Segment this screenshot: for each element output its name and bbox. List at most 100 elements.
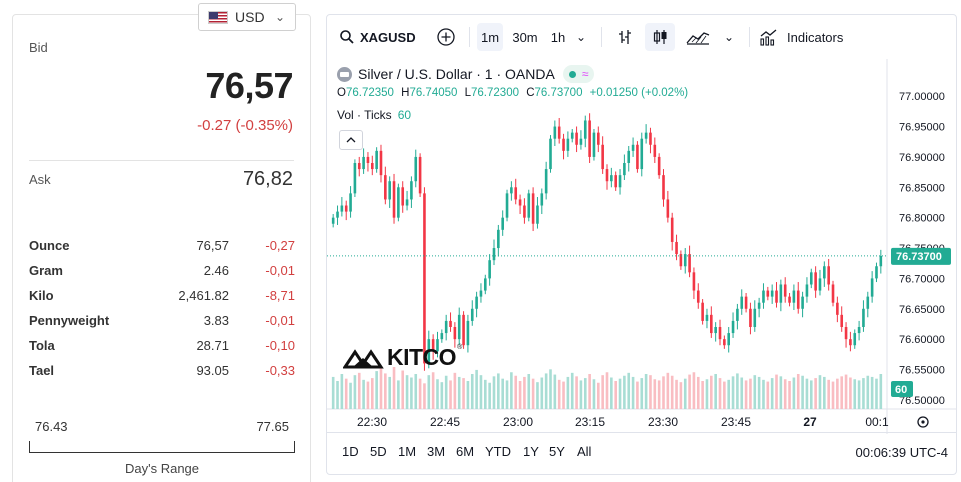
volume-bar: [527, 374, 531, 409]
bar-chart-type-button[interactable]: [611, 23, 639, 51]
range-1m[interactable]: 1M: [398, 444, 417, 459]
area-chart-type-button[interactable]: [683, 23, 713, 51]
interval-30m[interactable]: 30m: [512, 29, 538, 45]
candle-body: [627, 150, 631, 163]
candle-body: [836, 302, 839, 315]
range-6m[interactable]: 6M: [456, 444, 475, 459]
market-status[interactable]: ≈: [562, 65, 595, 83]
candle-body: [610, 175, 613, 182]
chart-clock[interactable]: 00:06:39 UTC-4: [855, 445, 949, 460]
volume-bar: [731, 376, 735, 409]
candle-body: [866, 296, 870, 309]
candle-body: [449, 320, 452, 327]
volume-bar: [483, 379, 487, 409]
volume-bar: [762, 379, 765, 409]
change-value: +0.01250 (+0.02%): [589, 87, 689, 99]
plus-circle-icon: [437, 28, 455, 46]
volume-bar: [805, 378, 809, 409]
chart-toolbar: XAGUSD 1m 30m 1h ⌄ ⌄ Indicators: [327, 15, 956, 59]
kitco-wordmark: KITCO: [387, 344, 457, 370]
candles-chart-type-button[interactable]: [645, 23, 675, 51]
price-tick-label: 76.85000: [899, 182, 945, 194]
candle-body: [853, 333, 857, 346]
range-3m[interactable]: 3M: [427, 444, 446, 459]
range-1d[interactable]: 1D: [342, 444, 359, 459]
candle-body: [566, 138, 570, 151]
volume-bar: [788, 381, 791, 409]
settings-gear-icon[interactable]: [917, 416, 929, 428]
collapse-legend-button[interactable]: [339, 130, 363, 150]
ask-label: Ask: [29, 172, 51, 187]
volume-bar: [879, 374, 883, 409]
unit-row: Tael 93.05 -0,33: [29, 358, 295, 383]
candle-body: [483, 278, 487, 291]
candle-body: [370, 163, 374, 170]
range-5y[interactable]: 5Y: [549, 444, 565, 459]
unit-price: 76,57: [196, 238, 229, 253]
volume-bar: [583, 378, 587, 409]
symbol-search[interactable]: XAGUSD: [335, 23, 417, 51]
candle-body: [444, 320, 448, 334]
volume-bar: [531, 378, 535, 409]
volume-bar: [427, 375, 431, 409]
unit-row: Tola 28.71 -0,10: [29, 333, 295, 358]
candle-body: [683, 254, 687, 267]
candles-icon: [653, 30, 667, 44]
price-chart[interactable]: 77.00000 76.95000 76.90000 76.85000 76.80000…: [327, 59, 957, 434]
compare-symbol-button[interactable]: [433, 23, 459, 51]
candle-body: [588, 120, 591, 157]
chart-type-dropdown-icon[interactable]: ⌄: [723, 30, 735, 44]
range-5d[interactable]: 5D: [370, 444, 387, 459]
interval-1m[interactable]: 1m: [477, 23, 503, 51]
volume-bar: [410, 377, 413, 409]
candle-body: [862, 308, 865, 327]
candle-body: [736, 308, 739, 321]
candle-body: [679, 254, 683, 267]
candle-body: [340, 205, 344, 212]
candle-body: [675, 241, 678, 255]
last-price-label: 76.73700: [896, 251, 942, 263]
volume-bar: [470, 374, 474, 409]
registered-mark: ®: [457, 344, 463, 351]
range-all[interactable]: All: [577, 444, 592, 459]
range-1y[interactable]: 1Y: [523, 444, 539, 459]
candle-body: [597, 132, 600, 145]
candle-body: [718, 327, 722, 340]
volume-bar: [549, 369, 552, 409]
indicators-button[interactable]: Indicators: [759, 23, 855, 51]
unit-row: Pennyweight 3.83 -0,01: [29, 308, 295, 333]
interval-dropdown-icon[interactable]: ⌄: [575, 30, 587, 44]
search-icon: [340, 30, 354, 44]
volume-label: Vol · Ticks: [337, 108, 392, 122]
volume-bar: [436, 379, 439, 409]
volume-bar: [831, 381, 835, 409]
candle-body: [714, 327, 717, 334]
candle-body: [544, 169, 548, 194]
unit-name: Pennyweight: [29, 313, 110, 328]
candle-body: [614, 175, 617, 188]
candle-body: [623, 163, 626, 176]
interval-1h[interactable]: 1h: [550, 29, 566, 45]
high-value: 76.74050: [409, 87, 458, 99]
volume-bar: [679, 382, 683, 409]
candle-body: [505, 193, 509, 218]
candle-body: [579, 138, 583, 145]
candle-body: [536, 205, 539, 224]
volume-bar: [627, 372, 631, 409]
range-ytd[interactable]: YTD: [485, 444, 511, 459]
day-range-bar: [29, 441, 295, 453]
day-range-low: 76.43: [35, 419, 68, 434]
settings-gear-center: [921, 420, 925, 424]
candle-body: [701, 302, 704, 321]
candle-body: [592, 132, 596, 157]
candle-body: [666, 199, 670, 218]
open-label: O: [337, 87, 346, 99]
candle-body: [762, 290, 765, 303]
volume-bar: [809, 380, 813, 409]
currency-select[interactable]: USD ⌄: [198, 3, 296, 31]
unit-price: 93.05: [196, 363, 229, 378]
volume-bar: [375, 371, 378, 409]
currency-value: USD: [235, 9, 265, 25]
candle-body: [792, 290, 796, 303]
candle-body: [601, 144, 604, 170]
